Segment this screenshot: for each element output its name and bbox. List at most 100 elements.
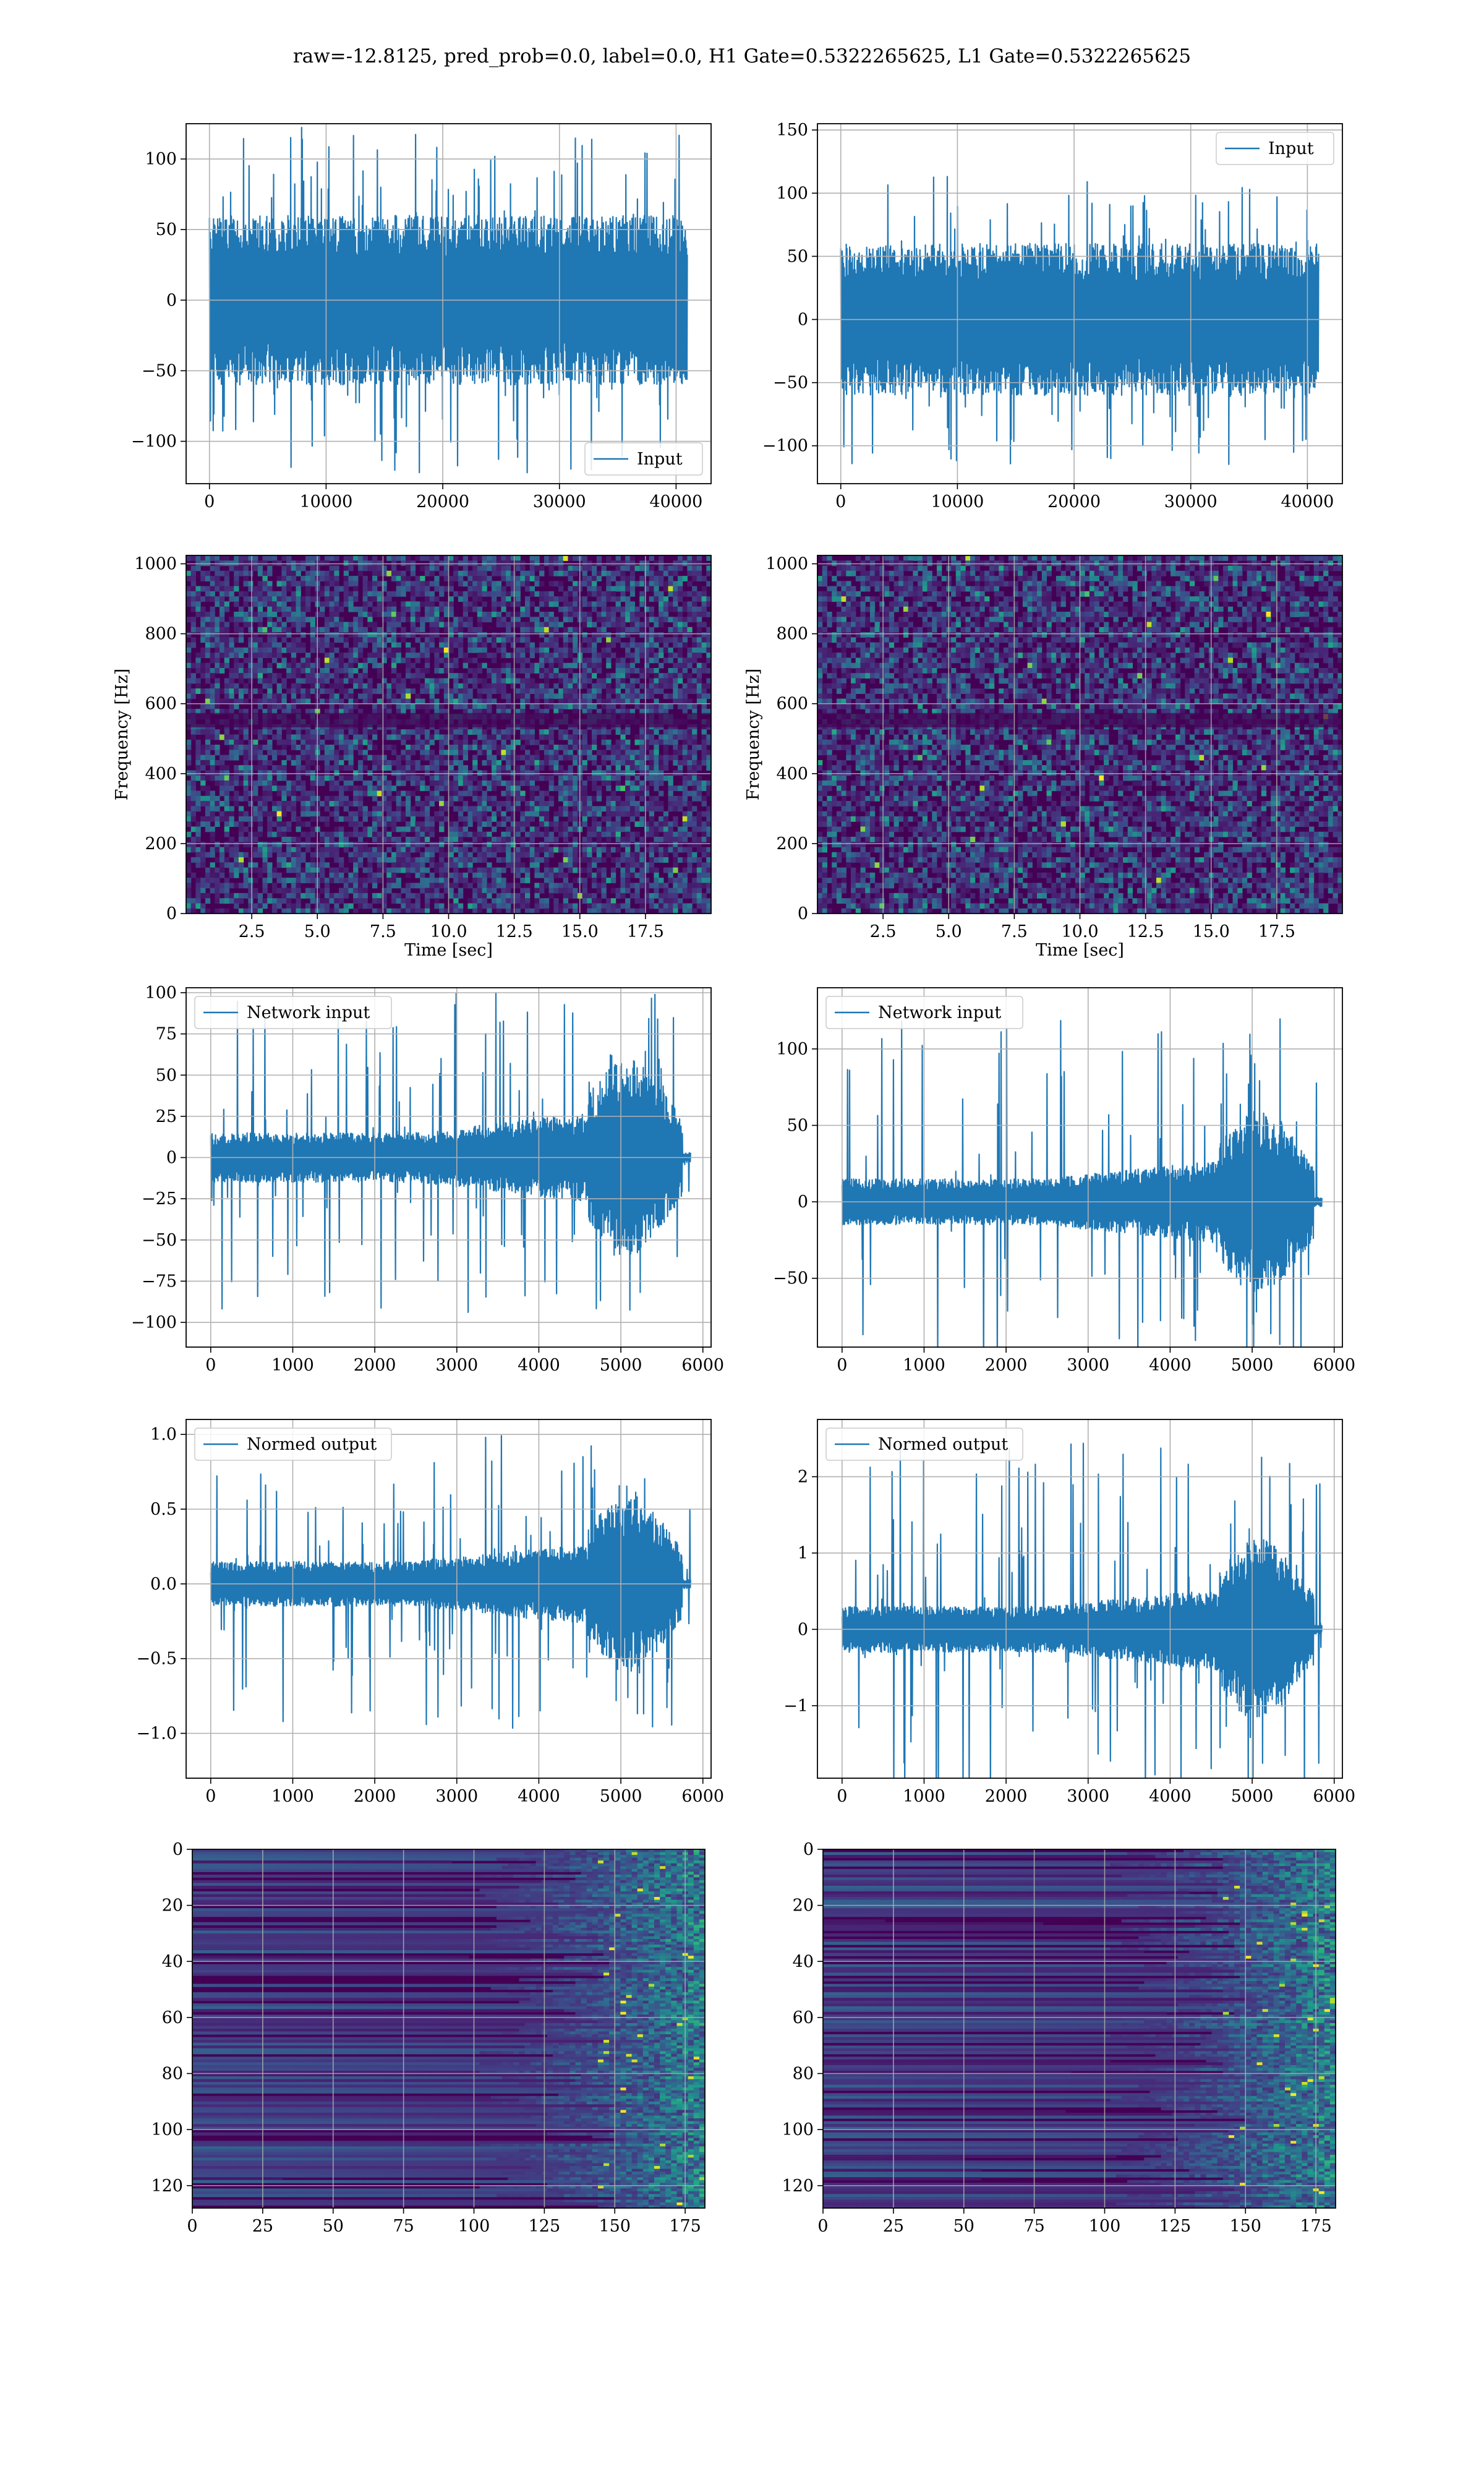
heatmap-cell bbox=[482, 678, 487, 684]
heatmap-cell bbox=[343, 709, 349, 714]
heatmap-cell bbox=[420, 703, 425, 709]
heatmap-cell bbox=[644, 821, 650, 827]
heatmap-cell bbox=[267, 601, 273, 607]
heatmap-cell bbox=[553, 683, 559, 689]
heatmap-cell bbox=[434, 729, 440, 735]
heatmap-cell bbox=[353, 852, 359, 858]
heatmap-cell bbox=[205, 775, 211, 781]
heatmap-cell bbox=[205, 678, 211, 684]
heatmap-cell bbox=[582, 785, 587, 792]
heatmap-cell bbox=[678, 698, 683, 704]
heatmap-cell bbox=[305, 760, 311, 766]
heatmap-cell bbox=[525, 816, 531, 822]
heatmap-cell bbox=[348, 596, 354, 602]
heatmap-cell bbox=[296, 698, 301, 704]
heatmap-cell bbox=[573, 703, 578, 709]
heatmap-cell bbox=[253, 698, 258, 704]
heatmap-cell bbox=[482, 795, 487, 802]
heatmap-cell bbox=[649, 627, 654, 633]
heatmap-cell bbox=[429, 693, 435, 700]
heatmap-cell bbox=[195, 836, 201, 842]
heatmap-cell bbox=[620, 678, 626, 684]
heatmap-cell bbox=[529, 852, 535, 858]
heatmap-cell bbox=[678, 703, 683, 709]
heatmap-cell bbox=[634, 678, 640, 684]
heatmap-cell bbox=[372, 811, 378, 817]
heatmap-cell bbox=[501, 647, 506, 653]
heatmap-cell bbox=[424, 653, 430, 659]
heatmap-cell bbox=[534, 683, 540, 689]
heatmap-cell bbox=[305, 591, 311, 597]
heatmap-cell bbox=[620, 852, 626, 858]
heatmap-cell bbox=[267, 668, 273, 674]
heatmap-cell bbox=[320, 642, 325, 648]
plot-area bbox=[186, 124, 711, 484]
heatmap-cell bbox=[195, 806, 201, 812]
heatmap-cell bbox=[506, 565, 511, 571]
heatmap-cell bbox=[563, 857, 568, 863]
heatmap-cell bbox=[477, 831, 483, 837]
heatmap-cell bbox=[334, 570, 339, 576]
heatmap-cell bbox=[257, 657, 263, 664]
heatmap-cell bbox=[487, 852, 492, 858]
heatmap-cell bbox=[501, 729, 506, 735]
heatmap-cell bbox=[253, 836, 258, 842]
heatmap-cell bbox=[696, 647, 702, 653]
heatmap-cell bbox=[477, 750, 483, 756]
heatmap-cell bbox=[190, 693, 196, 700]
heatmap-cell bbox=[420, 632, 425, 638]
heatmap-cell bbox=[515, 755, 521, 761]
heatmap-cell bbox=[620, 642, 626, 648]
heatmap-cell bbox=[687, 806, 693, 812]
heatmap-cell bbox=[301, 801, 306, 807]
heatmap-cell bbox=[215, 780, 220, 786]
heatmap-cell bbox=[601, 627, 607, 633]
heatmap-cell bbox=[539, 745, 545, 750]
heatmap-cell bbox=[539, 806, 545, 812]
heatmap-cell bbox=[386, 816, 392, 822]
heatmap-cell bbox=[506, 653, 511, 659]
heatmap-cell bbox=[496, 581, 501, 587]
heatmap-cell bbox=[620, 755, 626, 761]
heatmap-cell bbox=[234, 821, 239, 827]
heatmap-cell bbox=[610, 775, 616, 781]
heatmap-cell bbox=[343, 780, 349, 786]
heatmap-cell bbox=[305, 842, 311, 848]
heatmap-cell bbox=[615, 565, 621, 571]
heatmap-cell bbox=[205, 591, 211, 597]
heatmap-cell bbox=[234, 570, 239, 576]
heatmap-cell bbox=[539, 642, 545, 648]
heatmap-cell bbox=[620, 693, 626, 700]
heatmap-cell bbox=[678, 642, 683, 648]
heatmap-cell bbox=[472, 637, 478, 643]
heatmap-cell bbox=[291, 698, 297, 704]
heatmap-cell bbox=[606, 622, 612, 628]
heatmap-cell bbox=[696, 678, 702, 684]
heatmap-cell bbox=[510, 653, 516, 659]
heatmap-cell bbox=[329, 617, 335, 623]
heatmap-cell bbox=[434, 657, 440, 664]
heatmap-cell bbox=[682, 785, 688, 792]
heatmap-cell bbox=[534, 760, 540, 766]
heatmap-cell bbox=[215, 581, 220, 587]
heatmap-cell bbox=[406, 821, 411, 827]
heatmap-cell bbox=[281, 622, 287, 628]
heatmap-cell bbox=[343, 560, 349, 567]
heatmap-cell bbox=[377, 662, 382, 669]
heatmap-cell bbox=[424, 826, 430, 833]
heatmap-cell bbox=[205, 637, 211, 643]
heatmap-cell bbox=[582, 612, 587, 617]
heatmap-cell bbox=[357, 662, 364, 669]
heatmap-cell bbox=[458, 780, 464, 786]
heatmap-cell bbox=[529, 627, 535, 633]
heatmap-cell bbox=[520, 622, 526, 628]
heatmap-cell bbox=[229, 693, 234, 700]
heatmap-cell bbox=[401, 842, 406, 848]
heatmap-cell bbox=[200, 821, 206, 827]
heatmap-cell bbox=[606, 821, 612, 827]
heatmap-cell bbox=[601, 857, 607, 863]
heatmap-cell bbox=[668, 570, 673, 576]
heatmap-cell bbox=[548, 831, 554, 837]
heatmap-cell bbox=[610, 673, 616, 679]
heatmap-cell bbox=[257, 612, 263, 617]
